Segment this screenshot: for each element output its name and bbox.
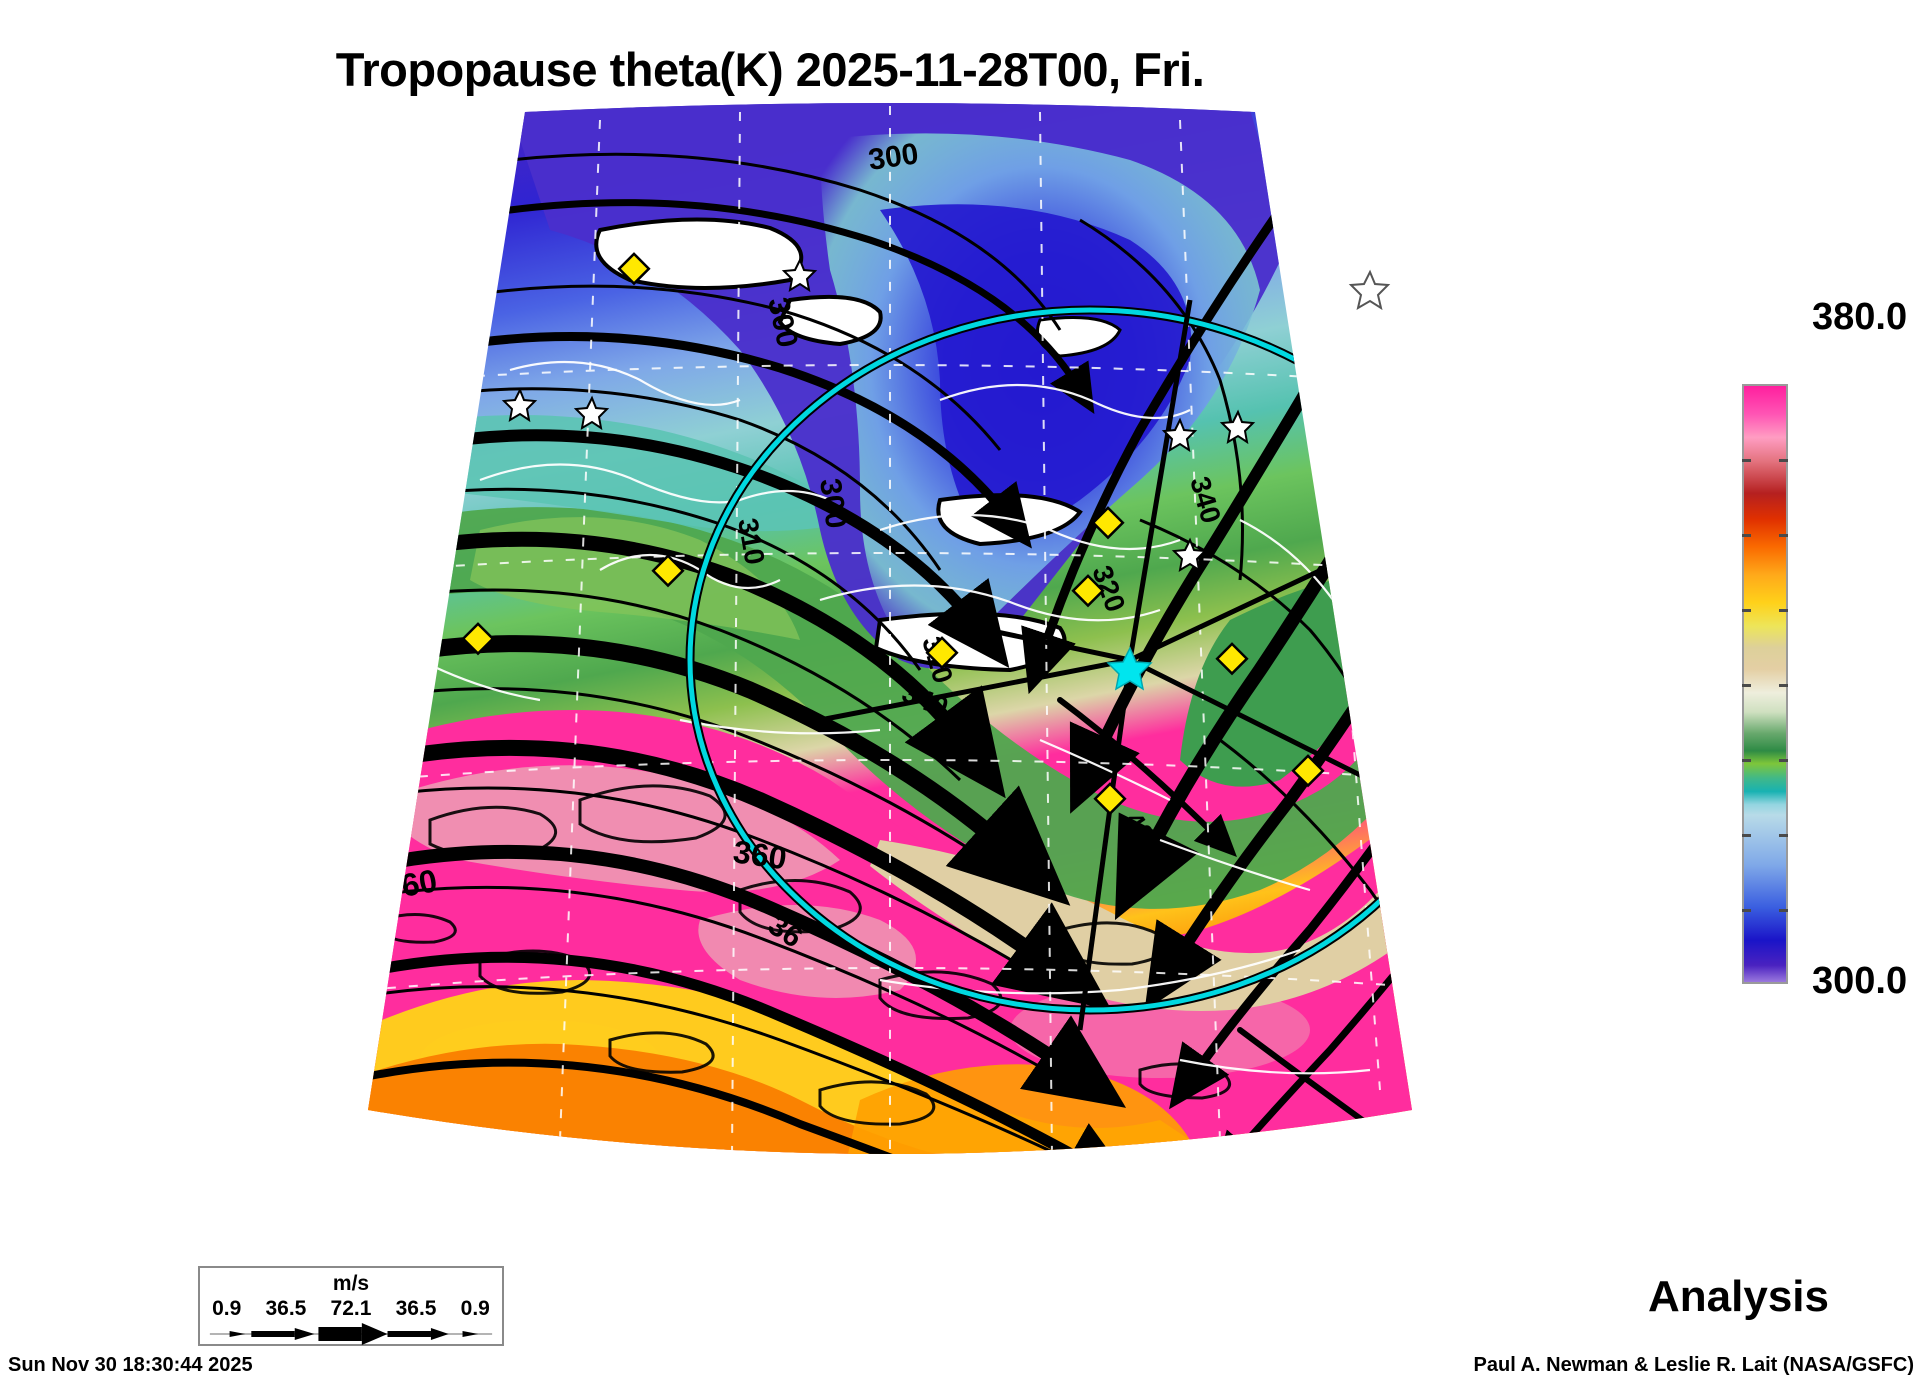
colorbar-tick: [1779, 534, 1788, 537]
station-marker-diamonds[interactable]: [461, 252, 1325, 816]
colorbar-tick: [1742, 759, 1751, 762]
white-patch-2: [777, 294, 883, 347]
colorbar-tick: [1742, 684, 1751, 687]
colorbar[interactable]: [1742, 384, 1788, 984]
green-light-patch: [470, 517, 800, 640]
wind-legend-value-1: 36.5: [265, 1297, 307, 1320]
wind-legend-value-0: 0.9: [212, 1297, 242, 1320]
wind-legend-arrows: [209, 1323, 493, 1345]
generation-timestamp: Sun Nov 30 18:30:44 2025: [8, 1354, 253, 1376]
colorbar-tick: [1742, 534, 1751, 537]
colorbar-tick: [1779, 609, 1788, 612]
author-credit: Paul A. Newman & Leslie R. Lait (NASA/GS…: [1473, 1354, 1914, 1376]
tropopause-theta-map[interactable]: 300 300 300 310 310 320 320 340 340 360 …: [180, 100, 1600, 1180]
wind-legend-value-3: 36.5: [395, 1297, 437, 1320]
map-fill-layer: 300 300 300 310 310 320 320 340 340 360 …: [368, 103, 1412, 1154]
colorbar-tick: [1779, 759, 1788, 762]
colorbar-tick: [1742, 609, 1751, 612]
colorbar-tick: [1742, 909, 1751, 912]
svg-text:300: 300: [866, 137, 920, 177]
colorbar-tick: [1742, 459, 1751, 462]
wind-legend-values: 0.9 36.5 72.1 36.5 0.9: [200, 1297, 502, 1321]
offmap-star-icon: [1348, 269, 1391, 311]
colorbar-tick: [1742, 834, 1751, 837]
center-marker-star[interactable]: [1106, 646, 1153, 691]
colorbar-ticks: [1742, 384, 1788, 984]
cold-core-darkblue: [880, 204, 1192, 532]
warm-airmass-pink-mottle-2: [698, 905, 916, 998]
svg-text:320: 320: [382, 399, 434, 458]
colorbar-tick: [1779, 459, 1788, 462]
colorbar-min-label: 300.0: [1812, 960, 1908, 1002]
colorbar-max-label: 380.0: [1812, 296, 1908, 338]
svg-text:300: 300: [813, 476, 853, 530]
analysis-label: Analysis: [1648, 1272, 1829, 1321]
map-plot-area[interactable]: 300 300 300 310 310 320 320 340 340 360 …: [180, 100, 1600, 1180]
page-title: Tropopause theta(K) 2025-11-28T00, Fri.: [335, 43, 1205, 96]
wind-legend-value-4: 0.9: [460, 1297, 490, 1320]
wind-legend-value-2: 72.1: [330, 1297, 372, 1320]
svg-text:360: 360: [731, 833, 789, 876]
wind-speed-legend: m/s 0.9 36.5 72.1 36.5 0.9: [198, 1266, 504, 1346]
wind-legend-unit: m/s: [332, 1272, 370, 1295]
theta-contour-lines: [368, 152, 1412, 1154]
colorbar-tick: [1779, 684, 1788, 687]
colorbar-tick: [1779, 834, 1788, 837]
colorbar-tick: [1779, 909, 1788, 912]
